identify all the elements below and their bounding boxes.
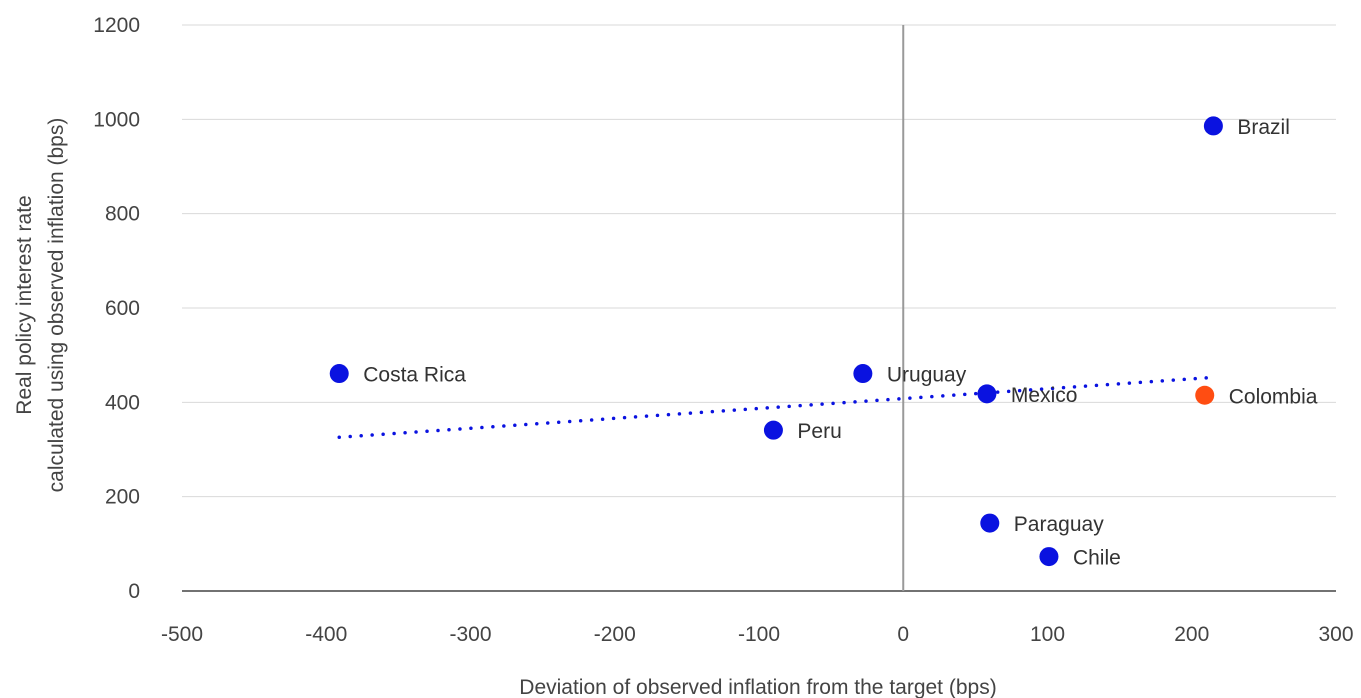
points-layer — [329, 116, 1223, 567]
x-axis-title: Deviation of observed inflation from the… — [519, 676, 996, 698]
y-tick-label-1200: 1200 — [93, 14, 140, 37]
point-mexico — [977, 384, 997, 404]
y-axis-title-line-1: Real policy interest rate — [13, 195, 36, 414]
point-peru — [763, 420, 783, 440]
x-tick-label--400: -400 — [305, 623, 347, 646]
y-tick-label-600: 600 — [105, 297, 140, 320]
point-label-uruguay: Uruguay — [887, 364, 967, 387]
gridlines — [182, 24, 1336, 498]
y-tick-label-0: 0 — [128, 580, 140, 603]
x-tick-label-0: 0 — [897, 623, 909, 646]
y-tick-label-800: 800 — [105, 203, 140, 226]
point-brazil — [1203, 116, 1223, 136]
point-label-peru: Peru — [797, 420, 841, 443]
x-tick-label-200: 200 — [1174, 623, 1209, 646]
x-tick-label--200: -200 — [594, 623, 636, 646]
point-costa-rica — [329, 364, 349, 384]
x-tick-label--100: -100 — [738, 623, 780, 646]
point-uruguay — [853, 364, 873, 384]
point-label-mexico: Mexico — [1011, 384, 1078, 407]
point-label-costa-rica: Costa Rica — [363, 364, 466, 387]
point-label-brazil: Brazil — [1237, 116, 1290, 139]
labels-layer: Costa Rica Uruguay Peru Mexico Colombia Brazi… — [363, 116, 1318, 570]
x-tick-label--500: -500 — [161, 623, 203, 646]
y-tick-label-1000: 1000 — [93, 108, 140, 131]
x-tick-label-300: 300 — [1318, 623, 1353, 646]
point-label-chile: Chile — [1073, 547, 1121, 570]
x-tick-label-100: 100 — [1030, 623, 1065, 646]
point-chile — [1039, 547, 1059, 567]
x-tick-label--300: -300 — [449, 623, 491, 646]
y-axis-title-line-2: calculated using observed inflation (bps… — [45, 118, 68, 493]
point-colombia — [1195, 385, 1215, 405]
y-tick-label-200: 200 — [105, 486, 140, 509]
point-label-colombia: Colombia — [1229, 385, 1318, 408]
point-label-paraguay: Paraguay — [1014, 513, 1104, 536]
y-tick-label-400: 400 — [105, 391, 140, 414]
point-paraguay — [980, 513, 1000, 533]
